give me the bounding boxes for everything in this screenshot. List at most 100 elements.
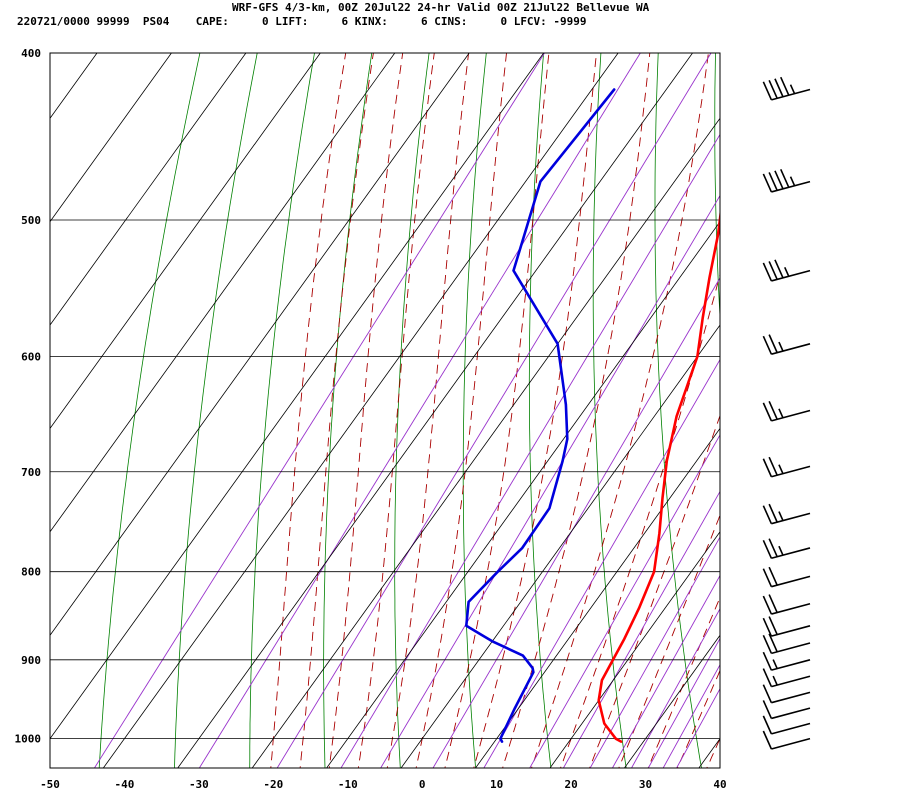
wind-barb-flag xyxy=(768,261,778,280)
dry-adiabat xyxy=(830,34,900,775)
dry-adiabat xyxy=(394,53,430,768)
wind-barb-flag xyxy=(768,616,778,635)
mixing-ratio-line xyxy=(93,53,546,768)
wind-barb-flag xyxy=(768,172,778,191)
temperature-tick-label: 10 xyxy=(490,778,503,791)
isotherm-line xyxy=(50,53,396,533)
dry-adiabat xyxy=(887,34,900,775)
wind-barb-half xyxy=(772,659,778,669)
mixing-ratio-line xyxy=(647,637,720,768)
moist-adiabat xyxy=(270,53,347,768)
wind-barb-staff xyxy=(771,691,811,704)
mixing-ratio-line xyxy=(529,434,720,768)
wind-barb-staff xyxy=(771,737,811,750)
wind-barb xyxy=(762,730,811,750)
wind-barb-flag xyxy=(768,633,778,653)
isotherm-line xyxy=(50,53,172,223)
isotherm-line xyxy=(177,53,693,768)
wind-barb xyxy=(762,668,811,688)
wind-barb-half xyxy=(778,408,784,419)
pressure-tick-label: 400 xyxy=(21,47,41,60)
wind-barb-staff xyxy=(771,547,811,560)
isotherm-line xyxy=(549,531,720,768)
moist-adiabat xyxy=(502,53,651,768)
sounding-stats: 220721/0000 99999 PS04 CAPE: 0 LIFT: 6 K… xyxy=(17,15,587,28)
wind-barb xyxy=(762,684,811,704)
wind-barb xyxy=(762,259,811,282)
temperature-tick-label: 0 xyxy=(419,778,426,791)
moist-adiabat xyxy=(560,273,720,768)
wind-barb xyxy=(762,456,811,478)
temperature-tick-label: 40 xyxy=(713,778,726,791)
wind-barb-staff xyxy=(771,269,811,282)
wind-barb xyxy=(762,616,811,637)
mixing-ratio-line xyxy=(483,358,720,768)
dry-adiabat xyxy=(174,53,258,768)
isotherm-line xyxy=(50,53,247,326)
wind-barb-flag xyxy=(762,617,773,637)
wind-barb-flag xyxy=(768,79,778,99)
chart-title: WRF-GFS 4/3-km, 00Z 20Jul22 24-hr Valid … xyxy=(232,1,650,14)
wind-barb-flag xyxy=(762,700,773,719)
isotherm-line xyxy=(50,53,98,119)
mixing-ratio-line xyxy=(380,194,720,768)
wind-barb-flag xyxy=(762,173,773,193)
pressure-tick-label: 500 xyxy=(21,214,41,227)
wind-barb-staff xyxy=(771,707,811,720)
dry-adiabat xyxy=(249,53,315,768)
wind-barb-half xyxy=(784,266,790,277)
isotherm-line xyxy=(475,427,720,768)
wind-barb xyxy=(762,594,811,615)
temperature-tick-label: -40 xyxy=(115,778,135,791)
wind-barb-flag xyxy=(762,668,773,687)
wind-barb-staff xyxy=(771,602,811,615)
dewpoint-profile-line xyxy=(464,88,616,743)
temperature-profile-line xyxy=(597,208,720,743)
dry-adiabat xyxy=(654,53,702,768)
mixing-ratio-line xyxy=(589,536,720,768)
mixing-ratio-line xyxy=(276,53,712,768)
wind-barb xyxy=(762,651,811,671)
moist-adiabat xyxy=(589,414,720,768)
wind-barb-staff xyxy=(771,409,811,422)
wind-barb-flag xyxy=(762,715,773,735)
isotherm-line xyxy=(326,220,720,768)
wind-barb xyxy=(762,168,811,193)
plot-frame xyxy=(49,52,721,769)
wind-barb-half xyxy=(789,84,796,94)
wind-barb-flag xyxy=(768,503,778,523)
wind-barb-flag xyxy=(774,78,784,98)
wind-barb-flag xyxy=(762,684,773,704)
wind-barb-flag xyxy=(762,505,773,525)
temperature-tick-label: 20 xyxy=(564,778,577,791)
wind-barb-half xyxy=(778,511,784,521)
wind-barb-flag xyxy=(768,566,778,586)
temperature-tick-label: 30 xyxy=(639,778,652,791)
temperature-tick-label: -20 xyxy=(263,778,283,791)
wind-barb-flag xyxy=(780,76,790,96)
moist-adiabat xyxy=(676,669,720,768)
wind-barb-flag xyxy=(768,594,778,613)
wind-barb-staff xyxy=(771,512,811,525)
isotherm-line xyxy=(624,634,720,768)
wind-barb xyxy=(762,566,811,588)
isotherm-line xyxy=(0,53,23,768)
dry-adiabat xyxy=(98,53,201,768)
isotherm-line xyxy=(400,324,720,768)
pressure-tick-label: 900 xyxy=(21,654,41,667)
wind-barb-staff xyxy=(771,675,811,688)
wind-barb-flag xyxy=(774,259,784,279)
wind-barb-flag xyxy=(762,81,773,101)
wind-barb-staff xyxy=(771,722,811,735)
moist-adiabat xyxy=(706,737,720,768)
temperature-tick-label: -50 xyxy=(40,778,60,791)
wind-barb-flag xyxy=(780,168,790,188)
moist-adiabat xyxy=(473,53,597,768)
wind-barb xyxy=(762,633,811,655)
wind-barb-flag xyxy=(768,334,778,353)
mixing-ratio-line xyxy=(432,277,720,768)
pressure-tick-label: 600 xyxy=(21,350,41,363)
moist-adiabat xyxy=(357,53,435,768)
wind-barb-flag xyxy=(762,262,773,282)
